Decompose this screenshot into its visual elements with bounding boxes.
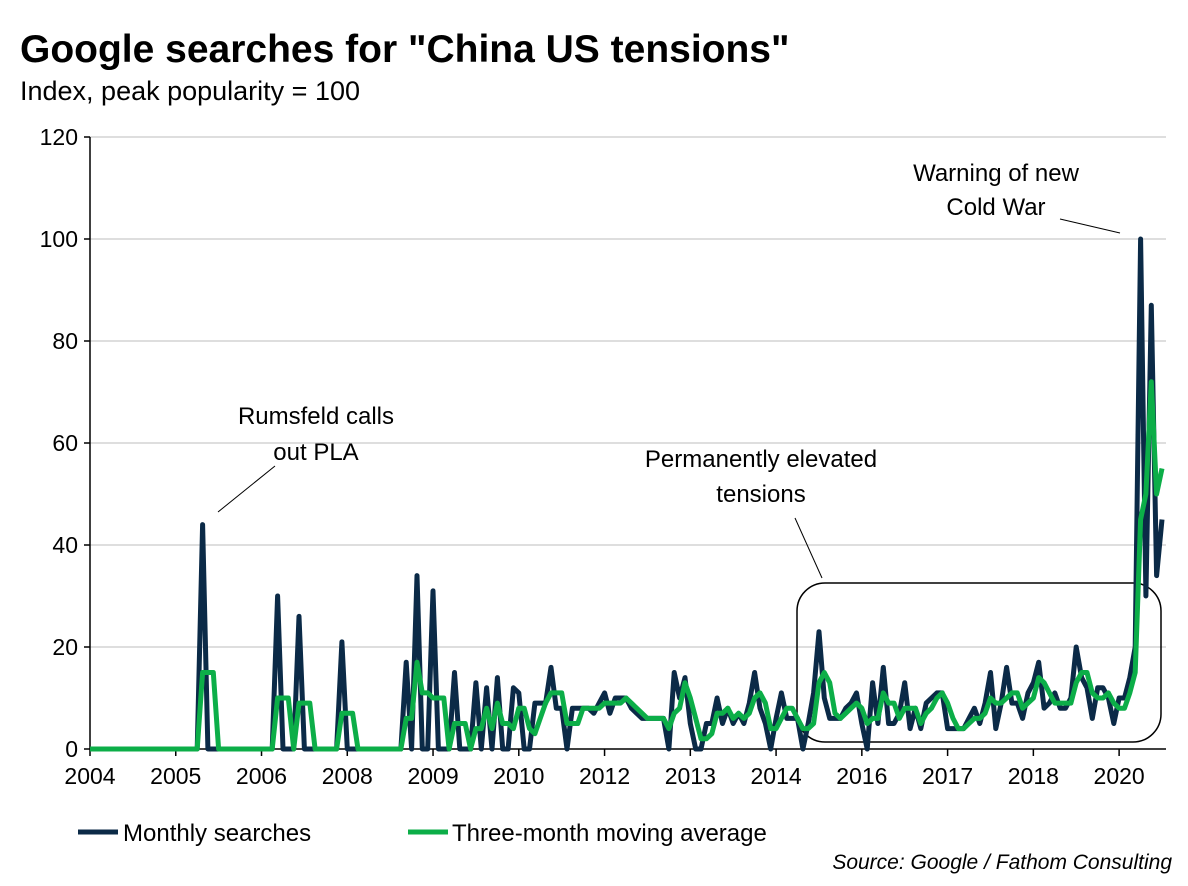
highlight-box xyxy=(796,582,1162,743)
x-tick-label: 2009 xyxy=(407,763,458,789)
x-tick-label: 2005 xyxy=(150,763,201,789)
annotation-text: Warning of new xyxy=(913,160,1080,187)
x-tick-label: 2016 xyxy=(836,763,887,789)
y-tick-label: 20 xyxy=(52,634,78,660)
annotation-text: Cold War xyxy=(946,194,1045,221)
x-axis: 2004 2005 2006 2008 2009 2010 2012 2013 2014 2016… xyxy=(64,748,1166,789)
y-tick-label: 0 xyxy=(65,736,78,762)
x-tick-label: 2012 xyxy=(579,763,630,789)
annotation-leader-line xyxy=(794,517,823,579)
annotation-elevated: Permanently elevated tensions xyxy=(645,446,877,579)
annotation-text: Rumsfeld calls xyxy=(238,403,394,430)
source-note: Source: Google / Fathom Consulting xyxy=(832,851,1172,874)
legend: Monthly searches Three-month moving aver… xyxy=(78,820,767,847)
y-tick-label: 100 xyxy=(40,226,78,252)
y-tick-label: 60 xyxy=(52,430,78,456)
series-moving-average xyxy=(90,379,1165,752)
annotation-leader-line xyxy=(1059,218,1121,234)
annotation-text: tensions xyxy=(716,481,805,508)
x-tick-label: 2013 xyxy=(665,763,716,789)
legend-label-monthly: Monthly searches xyxy=(123,820,311,847)
x-tick-label: 2010 xyxy=(493,763,544,789)
chart-subtitle: Index, peak popularity = 100 xyxy=(20,76,360,106)
annotation-cold-war: Warning of new Cold War xyxy=(913,160,1121,234)
annotation-text: out PLA xyxy=(273,439,358,466)
gridlines xyxy=(90,136,1166,648)
chart-title: Google searches for "China US tensions" xyxy=(20,28,790,71)
y-tick-label: 80 xyxy=(52,328,78,354)
x-tick-label: 2004 xyxy=(64,763,115,789)
annotation-text: Permanently elevated xyxy=(645,446,877,473)
y-tick-label: 40 xyxy=(52,532,78,558)
x-tick-label: 2020 xyxy=(1094,763,1145,789)
x-tick-label: 2018 xyxy=(1008,763,1059,789)
annotation-leader-line xyxy=(217,465,276,513)
y-axis: 0 20 40 60 80 100 120 xyxy=(40,124,91,762)
legend-label-ma: Three-month moving average xyxy=(452,820,767,847)
x-tick-label: 2017 xyxy=(922,763,973,789)
series-monthly-searches xyxy=(90,236,1165,752)
x-tick-label: 2014 xyxy=(750,763,801,789)
y-tick-label: 120 xyxy=(40,124,78,150)
x-tick-label: 2006 xyxy=(236,763,287,789)
annotation-rumsfeld: Rumsfeld calls out PLA xyxy=(217,403,394,513)
x-tick-label: 2008 xyxy=(322,763,373,789)
series-group xyxy=(90,236,1165,752)
